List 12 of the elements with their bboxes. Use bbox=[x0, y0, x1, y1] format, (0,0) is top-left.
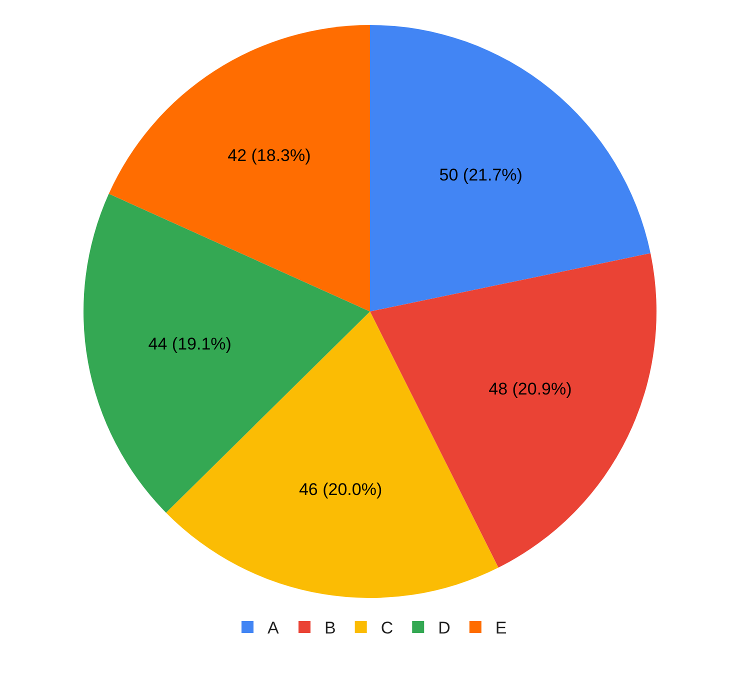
legend-label: A bbox=[268, 618, 280, 638]
legend-label: B bbox=[324, 618, 336, 638]
legend-label: C bbox=[380, 618, 394, 638]
data-label: 42 (18.3%) bbox=[228, 146, 311, 166]
legend-label: E bbox=[495, 618, 507, 638]
data-label: 50 (21.7%) bbox=[439, 166, 522, 185]
data-label: 48 (20.9%) bbox=[488, 380, 572, 399]
pie-slice bbox=[108, 25, 370, 312]
pie-slice bbox=[370, 25, 651, 312]
data-label: 46 (20.0%) bbox=[298, 480, 382, 500]
legend-label: D bbox=[438, 618, 450, 638]
data-label: 44 (19.1%) bbox=[148, 334, 232, 354]
